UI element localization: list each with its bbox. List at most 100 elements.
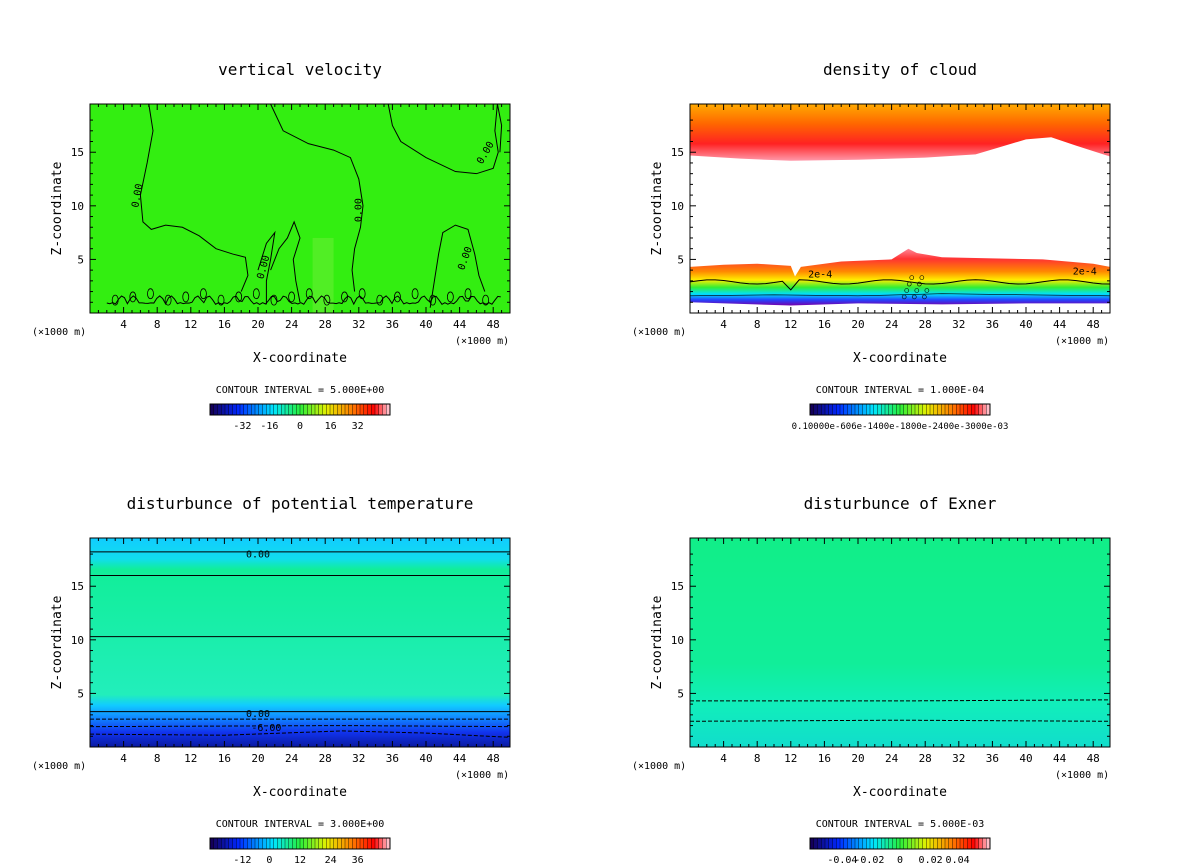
contour-eddy bbox=[235, 291, 243, 303]
colorbar-cell bbox=[270, 838, 275, 849]
contour-interval-label: CONTOUR INTERVAL = 1.000E-04 bbox=[816, 385, 985, 396]
colorbar-cell bbox=[836, 838, 841, 849]
y-tick-label: 15 bbox=[671, 146, 684, 159]
colorbar-cell bbox=[862, 838, 867, 849]
colorbar-cell bbox=[363, 404, 368, 415]
colorbar-cell bbox=[817, 404, 822, 415]
colorbar-cell bbox=[247, 838, 252, 849]
x-axis-label: X-coordinate bbox=[253, 351, 347, 366]
contour-eddy bbox=[288, 291, 296, 303]
contour-line bbox=[387, 104, 499, 175]
x-tick-label: 32 bbox=[952, 752, 965, 765]
colorbar-cell bbox=[877, 404, 882, 415]
x-tick-label: 12 bbox=[784, 752, 797, 765]
colorbar-cell bbox=[382, 838, 387, 849]
x-tick-label: 16 bbox=[218, 318, 231, 331]
x-tick-label: 12 bbox=[784, 318, 797, 331]
x-tick-label: 8 bbox=[754, 752, 761, 765]
colorbar-cell bbox=[978, 838, 983, 849]
colorbar bbox=[209, 837, 391, 850]
colorbar-cell bbox=[933, 838, 938, 849]
colorbar-cell bbox=[922, 404, 927, 415]
x-unit-left: (×1000 m) bbox=[32, 761, 86, 772]
contour-line bbox=[270, 104, 364, 292]
colorbar-cell bbox=[911, 404, 916, 415]
y-axis-label: Z-coordinate bbox=[650, 595, 665, 689]
colorbar-tick-label: 0 bbox=[297, 421, 303, 432]
colorbar-cell bbox=[243, 404, 248, 415]
panel-potential-temperature: 0.00 0.00 -6.00 4 8 12 16 20 24 28 32 36 40 44 48 5 10 15… bbox=[0, 434, 600, 868]
colorbar-cell bbox=[382, 404, 387, 415]
contour-eddy bbox=[217, 294, 225, 306]
colorbar-cell bbox=[378, 404, 383, 415]
colorbar-cell bbox=[851, 838, 856, 849]
colorbar-cell bbox=[240, 838, 245, 849]
x-tick-label: 40 bbox=[1019, 752, 1032, 765]
colorbar-tick-label: -16 bbox=[260, 421, 278, 432]
colorbar-cell bbox=[971, 838, 976, 849]
colorbar-cell bbox=[255, 404, 260, 415]
colorbar-cell bbox=[840, 838, 845, 849]
contour-eddy bbox=[305, 288, 313, 300]
colorbar-cell bbox=[266, 838, 271, 849]
x-tick-label: 36 bbox=[386, 318, 399, 331]
colorbar-cell bbox=[896, 838, 901, 849]
x-tick-label: 20 bbox=[251, 318, 264, 331]
contour-eddy bbox=[901, 294, 907, 300]
upper-cloud-band bbox=[690, 104, 1110, 161]
contour-eddy bbox=[394, 291, 401, 303]
colorbar-cell bbox=[851, 404, 856, 415]
colorbar-cell bbox=[217, 404, 222, 415]
colorbar-cell bbox=[318, 404, 323, 415]
contour-interval-label: CONTOUR INTERVAL = 3.000E+00 bbox=[216, 819, 385, 830]
contour-eddy bbox=[919, 275, 925, 280]
x-tick-label: 24 bbox=[285, 318, 299, 331]
colorbar-cell bbox=[896, 404, 901, 415]
contour-line bbox=[90, 725, 510, 728]
chart-svg: 2e-4 2e-44 8 12 16 20 24 28 32 36 40 44 4851015X-coo… bbox=[632, 60, 1111, 432]
colorbar-cell bbox=[341, 838, 346, 849]
x-tick-label: 40 bbox=[419, 318, 432, 331]
colorbar-cell bbox=[307, 404, 312, 415]
panel-title: vertical velocity bbox=[218, 60, 382, 79]
colorbar-cell bbox=[210, 404, 215, 415]
x-tick-label: 16 bbox=[818, 752, 831, 765]
panel-vertical-velocity: 0.00 0.00 0.00 0.00 0.00 4 8 12 16 20 24 28 32 36 40 44… bbox=[0, 0, 600, 434]
colorbar-cell bbox=[952, 838, 957, 849]
x-tick-label: 12 bbox=[184, 752, 197, 765]
colorbar-cell bbox=[356, 838, 361, 849]
colorbar-cell bbox=[911, 838, 916, 849]
contour-eddy bbox=[129, 291, 137, 303]
colorbar-cell bbox=[881, 838, 886, 849]
panel-density-of-cloud: 2e-4 2e-4 4 8 12 16 20 24 28 32 36 40 44 48 5 10 15 X-coo… bbox=[600, 0, 1200, 434]
colorbar-cell bbox=[945, 838, 950, 849]
colorbar-cell bbox=[352, 838, 357, 849]
colorbar-cell bbox=[926, 404, 931, 415]
colorbar-cell bbox=[930, 838, 935, 849]
colorbar-cell bbox=[240, 404, 245, 415]
colorbar-cell bbox=[360, 838, 365, 849]
x-tick-label: 28 bbox=[319, 318, 332, 331]
colorbar-cell bbox=[225, 838, 230, 849]
x-tick-label: 48 bbox=[487, 752, 500, 765]
colorbar-cell bbox=[281, 838, 286, 849]
colorbar-cell bbox=[348, 404, 353, 415]
colorbar-cell bbox=[866, 838, 871, 849]
contour-eddy bbox=[904, 288, 910, 293]
contour-line bbox=[690, 293, 1110, 297]
colorbar-cell bbox=[941, 838, 946, 849]
colorbar-cell bbox=[221, 404, 226, 415]
x-tick-label: 44 bbox=[1053, 752, 1067, 765]
colorbar-cell bbox=[262, 404, 267, 415]
colorbar-cell bbox=[345, 838, 350, 849]
colorbar-cell bbox=[217, 838, 222, 849]
colorbar-cell bbox=[960, 404, 965, 415]
field-background bbox=[90, 104, 510, 313]
colorbar-cell bbox=[975, 838, 980, 849]
x-tick-label: 24 bbox=[285, 752, 299, 765]
panel-exner: 4 8 12 16 20 24 28 32 36 40 44 48 5 10 15 X-coordinate Z… bbox=[600, 434, 1200, 868]
contour-eddy bbox=[111, 294, 119, 306]
colorbar-cell bbox=[303, 404, 308, 415]
colorbar-cell bbox=[311, 838, 316, 849]
colorbar-tick-label: -0.02 bbox=[854, 855, 884, 866]
